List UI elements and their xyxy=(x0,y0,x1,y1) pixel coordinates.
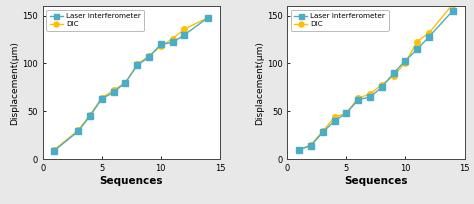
Laser interferometer xyxy=(111,91,117,93)
Laser interferometer xyxy=(391,72,396,74)
DIC xyxy=(182,28,187,30)
Line: DIC: DIC xyxy=(52,15,211,152)
Laser interferometer xyxy=(308,144,314,147)
Laser interferometer xyxy=(344,112,349,114)
Laser interferometer xyxy=(158,43,164,46)
Laser interferometer xyxy=(320,131,326,134)
Laser interferometer xyxy=(356,99,361,101)
DIC xyxy=(320,130,326,133)
DIC xyxy=(308,144,314,146)
Legend: Laser interferometer, DIC: Laser interferometer, DIC xyxy=(46,10,144,31)
Laser interferometer xyxy=(75,130,81,133)
Laser interferometer xyxy=(379,86,384,89)
X-axis label: Sequences: Sequences xyxy=(100,176,163,186)
DIC xyxy=(414,40,420,43)
Laser interferometer xyxy=(402,59,408,62)
DIC xyxy=(134,63,140,66)
Laser interferometer xyxy=(99,98,105,100)
DIC xyxy=(402,61,408,64)
DIC xyxy=(332,116,337,118)
DIC xyxy=(111,89,117,91)
Laser interferometer xyxy=(87,115,93,117)
DIC xyxy=(344,112,349,114)
Laser interferometer xyxy=(296,148,302,151)
X-axis label: Sequences: Sequences xyxy=(344,176,408,186)
Laser interferometer xyxy=(123,81,128,84)
DIC xyxy=(356,97,361,99)
DIC xyxy=(367,93,373,95)
DIC xyxy=(75,129,81,132)
DIC xyxy=(296,148,302,151)
Laser interferometer xyxy=(170,41,175,44)
DIC xyxy=(146,55,152,57)
Legend: Laser interferometer, DIC: Laser interferometer, DIC xyxy=(291,10,389,31)
Laser interferometer xyxy=(146,55,152,58)
Line: Laser interferometer: Laser interferometer xyxy=(296,8,456,152)
Y-axis label: Displacement(μm): Displacement(μm) xyxy=(10,41,19,125)
DIC xyxy=(52,148,57,151)
Laser interferometer xyxy=(450,10,456,12)
Laser interferometer xyxy=(52,149,57,152)
DIC xyxy=(379,83,384,86)
Laser interferometer xyxy=(205,16,211,19)
Laser interferometer xyxy=(182,34,187,36)
DIC xyxy=(123,81,128,84)
Laser interferometer xyxy=(134,64,140,67)
DIC xyxy=(87,114,93,116)
DIC xyxy=(205,16,211,19)
Laser interferometer xyxy=(426,35,432,38)
DIC xyxy=(158,45,164,48)
Laser interferometer xyxy=(414,48,420,50)
Line: DIC: DIC xyxy=(296,1,456,152)
Line: Laser interferometer: Laser interferometer xyxy=(52,15,211,153)
DIC xyxy=(426,32,432,34)
Laser interferometer xyxy=(332,120,337,122)
DIC xyxy=(450,3,456,6)
DIC xyxy=(391,75,396,77)
Laser interferometer xyxy=(367,96,373,98)
DIC xyxy=(170,37,175,40)
Y-axis label: Displacement(μm): Displacement(μm) xyxy=(255,41,264,125)
DIC xyxy=(99,97,105,99)
